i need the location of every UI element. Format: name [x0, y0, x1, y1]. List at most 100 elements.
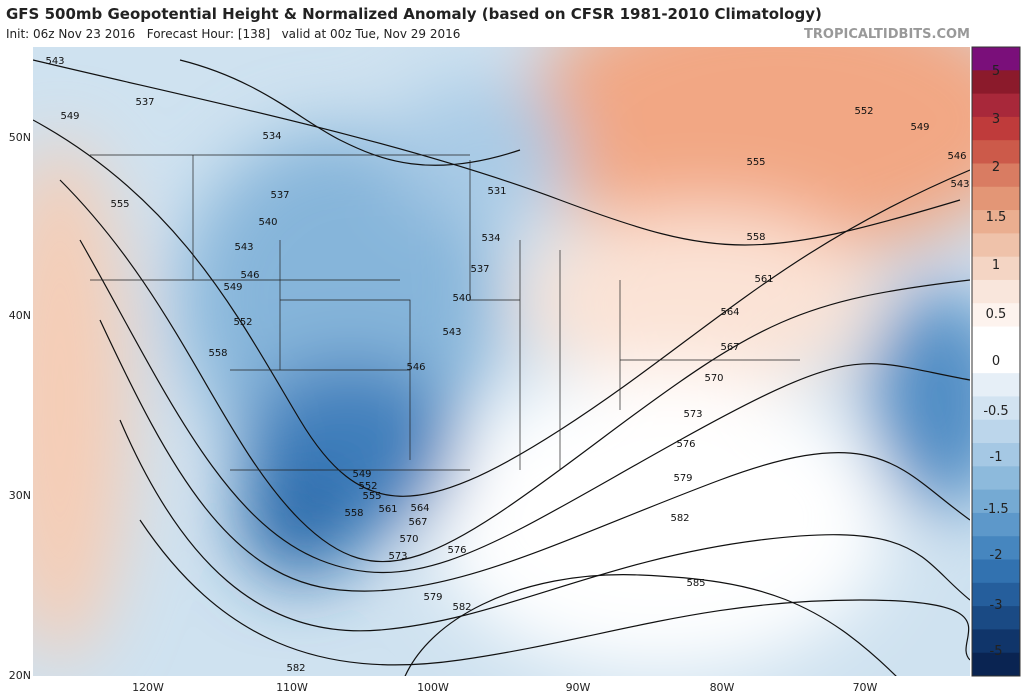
colorbar-label: 2 [992, 160, 1000, 175]
colorbar-swatch [972, 70, 1020, 95]
colorbar-label: 3 [992, 112, 1000, 127]
latitude-label: 40N [9, 309, 31, 322]
contour-label: 555 [110, 199, 129, 210]
contour-label: 576 [447, 545, 466, 556]
contour-label: 537 [470, 264, 489, 275]
colorbar-swatch [972, 489, 1020, 514]
latitude-label: 50N [9, 131, 31, 144]
contour-label: 531 [487, 186, 506, 197]
contour-label: 555 [746, 157, 765, 168]
contour-label: 546 [947, 151, 966, 162]
contour-label: 564 [720, 307, 739, 318]
contour-label: 576 [676, 439, 695, 450]
colorbar-swatch [972, 93, 1020, 118]
contour-label: 549 [60, 111, 79, 122]
colorbar-swatch [972, 606, 1020, 630]
colorbar-swatch [972, 256, 1020, 281]
colorbar-swatch [972, 140, 1020, 164]
colorbar-label: -1 [990, 450, 1003, 465]
contour-label: 564 [410, 503, 429, 514]
longitude-label: 80W [710, 681, 735, 694]
contour-label: 558 [208, 348, 227, 359]
longitude-label: 120W [132, 681, 164, 694]
colorbar-swatch [972, 303, 1020, 328]
colorbar-swatch [972, 233, 1020, 258]
colorbar-swatch [972, 419, 1020, 444]
contour-label: 561 [754, 274, 773, 285]
contour-label: 552 [854, 106, 873, 117]
colorbar-label: 5 [992, 64, 1000, 79]
colorbar-label: -2 [990, 548, 1003, 563]
title: GFS 500mb Geopotential Height & Normaliz… [6, 5, 822, 23]
colorbar-label: 1 [992, 258, 1000, 273]
colorbar-label: -0.5 [983, 404, 1008, 419]
colorbar-swatch [972, 443, 1020, 467]
contour-label: 582 [286, 663, 305, 674]
contour-label: 540 [452, 293, 471, 304]
contour-label: 558 [746, 232, 765, 243]
contour-label: 582 [452, 602, 471, 613]
colorbar-label: -5 [990, 644, 1003, 659]
longitude-label: 70W [853, 681, 878, 694]
longitude-label: 90W [566, 681, 591, 694]
subtitle: Init: 06z Nov 23 2016 Forecast Hour: [13… [6, 27, 460, 41]
colorbar-swatch [972, 396, 1020, 421]
contour-label: 549 [352, 469, 371, 480]
colorbar-label: 1.5 [986, 210, 1007, 225]
colorbar-swatch [972, 629, 1020, 654]
longitude-label: 110W [276, 681, 308, 694]
colorbar-swatch [972, 326, 1020, 351]
colorbar-frame [971, 46, 1021, 677]
colorbar-label: -3 [990, 598, 1003, 613]
colorbar-swatch [972, 163, 1020, 188]
colorbar-swatch [972, 536, 1020, 561]
longitude-label: 100W [417, 681, 449, 694]
contour-label: 534 [262, 131, 281, 142]
colorbar-swatch [972, 466, 1020, 491]
contour-label: 582 [670, 513, 689, 524]
colorbar-swatch [972, 116, 1020, 141]
contour-label: 543 [234, 242, 253, 253]
colorbar-swatch [972, 582, 1020, 607]
colorbar [971, 46, 1021, 677]
contour-label: 570 [704, 373, 723, 384]
contour-label: 561 [378, 504, 397, 515]
contour-label: 546 [240, 270, 259, 281]
colorbar-swatch [972, 279, 1020, 304]
contour-label: 555 [362, 491, 381, 502]
contour-label: 537 [135, 97, 154, 108]
contour-label: 567 [720, 342, 739, 353]
contour-label: 552 [358, 481, 377, 492]
colorbar-swatch [972, 652, 1020, 677]
contour-label: 543 [442, 327, 461, 338]
contour-label: 573 [683, 409, 702, 420]
contour-label: 558 [344, 508, 363, 519]
contour-label: 546 [406, 362, 425, 373]
contour-label: 579 [673, 473, 692, 484]
contour-label: 570 [399, 534, 418, 545]
contour-label: 540 [258, 217, 277, 228]
colorbar-swatch [972, 186, 1020, 211]
contour-label: 537 [270, 190, 289, 201]
colorbar-label: 0.5 [986, 307, 1007, 322]
colorbar-swatch [972, 559, 1020, 584]
contour-label: 543 [45, 56, 64, 67]
contour-label: 549 [223, 282, 242, 293]
contour-label: 573 [388, 551, 407, 562]
contour-label: 585 [686, 578, 705, 589]
latitude-label: 20N [9, 669, 31, 682]
latitude-label: 30N [9, 489, 31, 502]
colorbar-swatch [972, 210, 1020, 234]
contour-label: 579 [423, 592, 442, 603]
colorbar-label: -1.5 [983, 502, 1008, 517]
colorbar-swatch [972, 373, 1020, 397]
contour-label: 549 [910, 122, 929, 133]
contour-label: 543 [950, 179, 969, 190]
contour-label: 552 [233, 317, 252, 328]
colorbar-swatch [972, 512, 1020, 537]
colorbar-swatch [972, 349, 1020, 374]
credit: TROPICALTIDBITS.COM [804, 27, 970, 42]
colorbar-swatch [972, 47, 1020, 71]
